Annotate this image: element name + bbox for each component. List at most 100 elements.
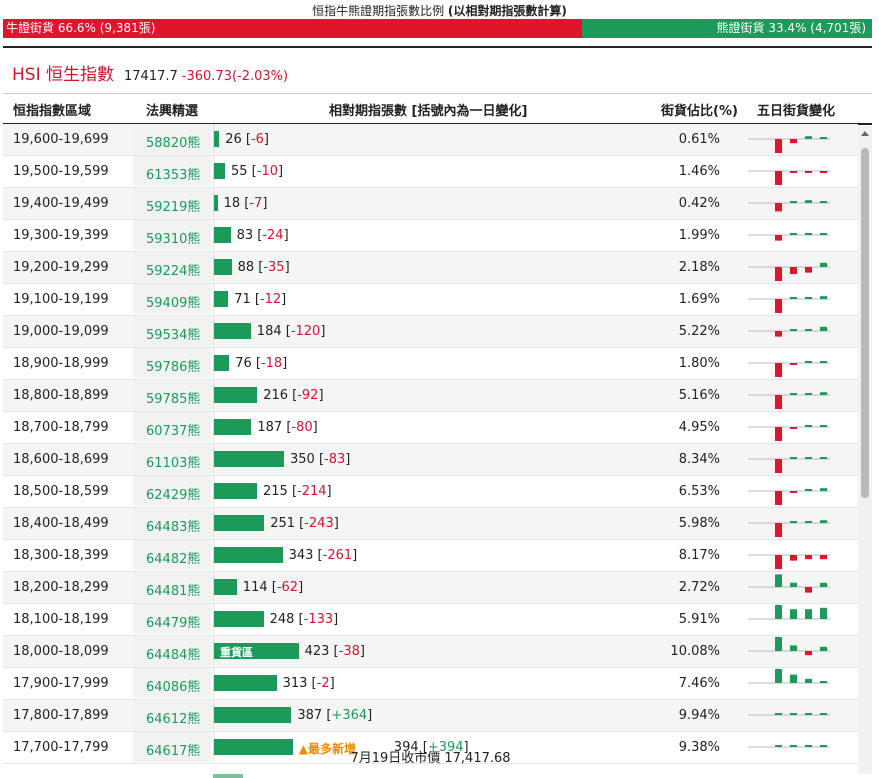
table-row: 17,900-17,999 64086熊 313 [-2] 7.46% [3,668,858,700]
bull-bear-ratio-bar: 牛證街貨 66.6% (9,381張) 熊證街貨 33.4% (4,701張) [3,19,872,38]
warrant-code-link[interactable]: 61103熊 [146,456,201,471]
trend-bar [790,329,797,331]
trend-bar [790,201,797,203]
five-day-trend-chart [748,200,830,212]
code-cell [133,636,211,666]
bracket: ] [312,420,318,435]
bracket: ] [262,196,268,211]
trend-bar [775,713,782,715]
count-value: 215 [ [263,484,298,499]
trend-bar [805,489,812,491]
warrant-code-link[interactable]: 59224熊 [146,264,201,279]
range-label: 18,700-18,799 [13,420,109,435]
trend-bar [775,669,782,683]
count-value: 248 [ [269,612,304,627]
warrant-code-link[interactable]: 64483熊 [146,520,201,535]
warrant-code-link[interactable]: 59219熊 [146,200,201,215]
contracts-bar [214,227,231,243]
warrant-code-link[interactable]: 64482熊 [146,552,201,567]
trend-bar [790,427,797,429]
bar-axis [213,668,214,698]
trend-bar [820,361,827,363]
count-value: 387 [ [297,708,332,723]
warrant-code-link[interactable]: 58820熊 [146,136,201,151]
trend-bar [805,393,812,395]
range-label: 18,300-18,399 [13,548,109,563]
code-cell [133,220,211,250]
warrant-code-link[interactable]: 64617熊 [146,744,201,759]
range-label: 18,200-18,299 [13,580,109,595]
contracts-bar [214,419,252,435]
warrant-code-link[interactable]: 64612熊 [146,712,201,727]
five-day-trend-chart [748,262,830,281]
scrollbar[interactable] [858,126,872,774]
range-label: 19,000-19,099 [13,324,109,339]
range-label: 19,500-19,599 [13,164,109,179]
warrant-code-link[interactable]: 64484熊 [146,648,201,663]
five-day-trend-chart [748,605,830,620]
trend-bar [775,427,782,441]
warrant-code-link[interactable]: 60737熊 [146,424,201,439]
contracts-count: 88 [-35] [238,260,290,275]
share-percent: 0.61% [678,132,720,147]
warrant-code-link[interactable]: 64086熊 [146,680,201,695]
trend-bar [805,587,812,593]
daily-change: +364 [331,708,368,723]
five-day-trend-chart [748,170,830,185]
bar-axis [213,188,214,218]
scroll-thumb[interactable] [861,148,869,498]
bar-axis [213,316,214,346]
warrant-code-link[interactable]: 59786熊 [146,360,201,375]
code-cell [133,412,211,442]
warrant-code-link[interactable]: 59785熊 [146,392,201,407]
warrant-code-link[interactable]: 59409熊 [146,296,201,311]
five-day-trend-chart [748,669,830,684]
daily-change: -83 [324,452,346,467]
contracts-count: 343 [-261] [289,548,358,563]
contracts-bar [214,579,237,595]
table-row: 18,700-18,799 60737熊 187 [-80] 4.95% [3,412,858,444]
trend-bar [775,459,782,473]
trend-bar [775,395,782,409]
warrant-code-link[interactable]: 59310熊 [146,232,201,247]
trend-bar [775,331,782,337]
scroll-up-arrow-icon[interactable] [858,128,872,138]
trend-bar [790,521,797,523]
code-cell [133,316,211,346]
contracts-count: 83 [-24] [237,228,289,243]
contracts-bar [214,163,225,179]
five-day-trend-chart [748,361,830,377]
range-label: 19,600-19,699 [13,132,109,147]
bear-ratio-segment: 熊證街貨 33.4% (4,701張) [581,19,872,38]
bracket: ] [284,260,290,275]
heavy-zone-tag: 重貨區 [220,646,253,659]
trend-bar [775,363,782,377]
trend-bar [805,651,812,656]
warrant-code-link[interactable]: 64479熊 [146,616,201,631]
trend-bar [790,267,797,274]
contracts-count: 187 [-80] [257,420,317,435]
daily-change: -10 [256,164,278,179]
share-percent: 1.69% [678,292,720,307]
contracts-bar [214,739,293,755]
range-label: 18,500-18,599 [13,484,109,499]
warrant-code-link[interactable]: 62429熊 [146,488,201,503]
table-row: 17,700-17,799 64617熊 ▲最多新增 394 [+394] 9.38% [3,732,858,764]
most-added-tag: ▲最多新增 [298,742,357,756]
warrant-code-link[interactable]: 64481熊 [146,584,201,599]
range-label: 17,800-17,899 [13,708,109,723]
code-cell [133,156,211,186]
warrant-code-link[interactable]: 61353熊 [146,168,201,183]
share-percent: 9.94% [678,708,720,723]
share-percent: 1.99% [678,228,720,243]
warrant-code-link[interactable]: 59534熊 [146,328,201,343]
five-day-trend-chart [748,745,830,748]
bracket: ] [463,740,469,755]
contracts-bar [214,323,251,339]
trend-bar [805,745,812,747]
divider [3,46,872,48]
share-percent: 5.22% [678,324,720,339]
bar-axis [213,572,214,602]
table-row: 18,200-18,299 64481熊 114 [-62] 2.72% [3,572,858,604]
trend-bar [790,674,797,683]
